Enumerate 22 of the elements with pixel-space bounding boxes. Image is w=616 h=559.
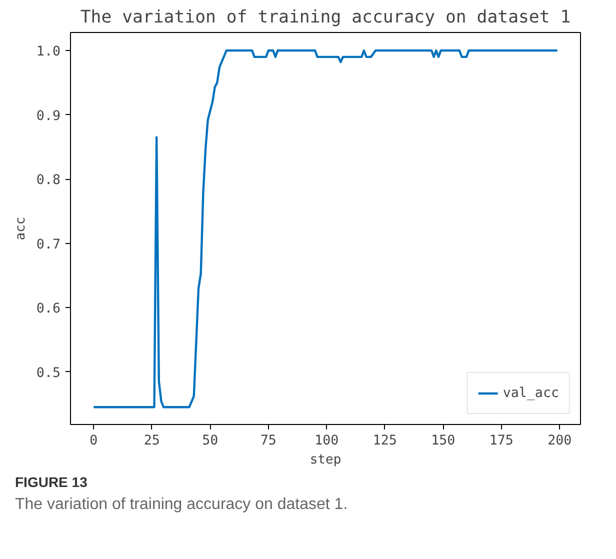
y-axis-title: acc [13,216,28,240]
text: The variation of training accuracy on dataset 1. [15,495,348,515]
y-tick-label: 0.9 [36,108,61,124]
line-series [92,49,558,408]
y-tick-label: 0.7 [36,237,61,252]
legend-label: val_acc [502,386,559,400]
x-tick-label: 125 [372,434,397,448]
y-tick-label: 0.8 [36,173,61,188]
x-tick-label: 175 [489,434,514,448]
x-tick-label: 25 [144,434,160,448]
x-tick-label: 200 [548,434,572,448]
chart-title: The variation of training accuracy on dataset 1 [80,8,571,28]
x-axis-title: step [310,452,342,468]
x-tick-label: 100 [314,434,339,448]
x-tick-label: 50 [202,434,218,448]
y-tick-label: 0.6 [36,302,61,317]
y-tick-label: 0.5 [36,366,61,381]
caption: FIGURE 13 [15,473,88,492]
x-tick-label: 150 [431,434,456,448]
y-tick-label: 1.0 [36,44,61,60]
x-tick-label: 75 [260,434,276,448]
x-tick-label: 0 [90,434,98,448]
